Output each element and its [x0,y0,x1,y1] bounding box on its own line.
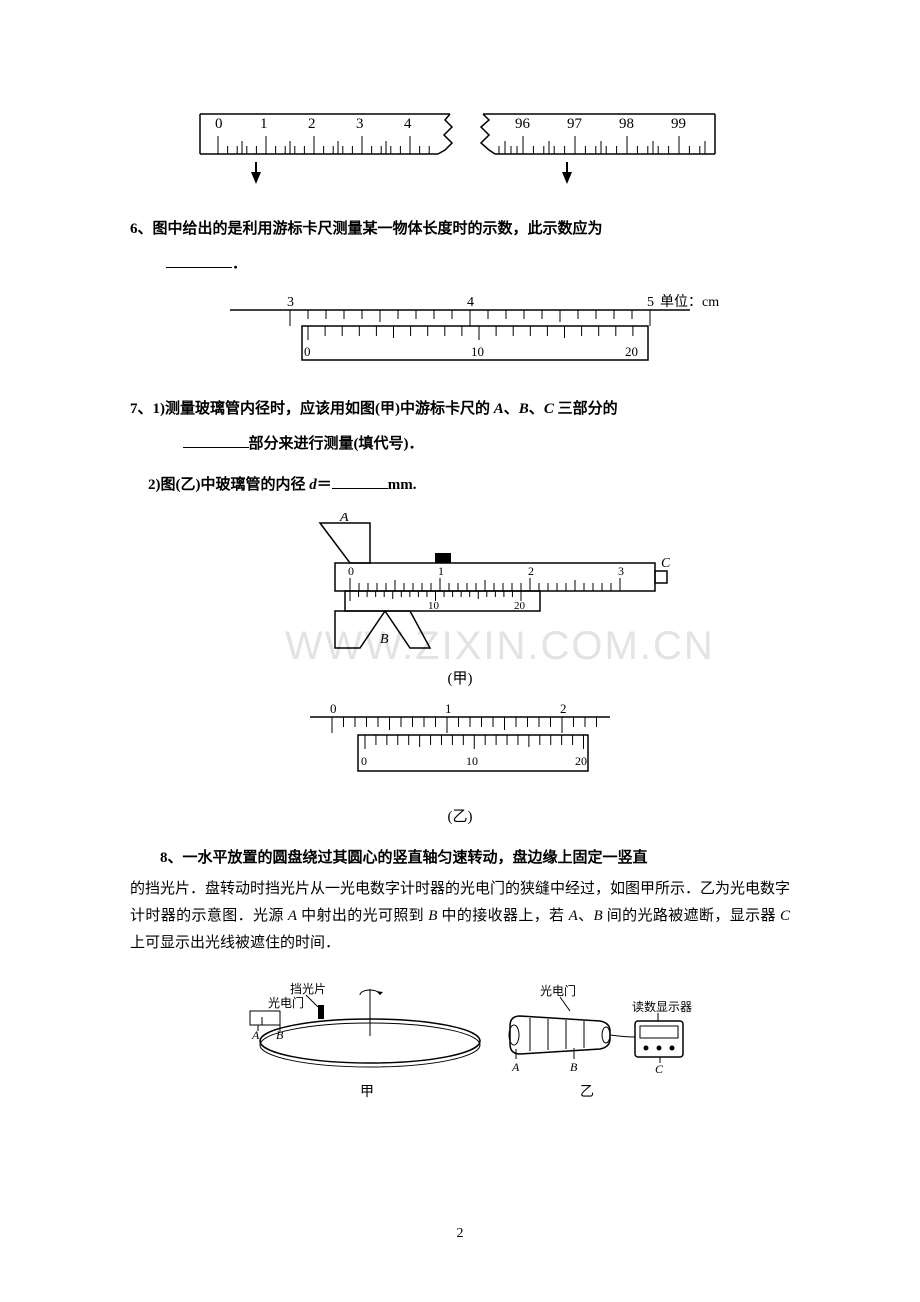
figure-ruler-double: 0 1 2 3 4 [130,102,790,202]
caption-yi: (乙) [130,804,790,831]
q8-p1: 8、一水平放置的圆盘绕过其圆心的竖直轴匀速转动，盘边缘上固定一竖直 [130,845,790,872]
svg-text:乙: 乙 [580,1084,594,1100]
ruler-label-0: 0 [215,116,223,132]
page-number: 2 [130,1221,790,1246]
figure-caliper: A C 0 1 2 3 [130,513,790,831]
svg-text:C: C [661,556,670,571]
figure-photogate: 挡光片 光电门 A B 甲 光电门 [130,971,790,1131]
svg-text:A: A [339,513,349,525]
svg-text:挡光片: 挡光片 [290,982,326,996]
caption-jia: (甲) [130,666,790,693]
svg-text:4: 4 [404,116,412,132]
q8-p2: 的挡光片．盘转动时挡光片从一光电数字计时器的光电门的狭缝中经过，如图甲所示．乙为… [130,876,790,957]
svg-text:3: 3 [618,564,624,578]
svg-text:99: 99 [671,116,686,132]
vernier-simple-svg: 3 4 5 单位：cm [200,292,720,372]
svg-text:光电门: 光电门 [268,995,304,1010]
svg-text:5: 5 [647,295,654,310]
svg-text:0: 0 [348,564,354,578]
svg-text:20: 20 [575,754,587,768]
caliper-svg: A C 0 1 2 3 [250,513,670,658]
figure-vernier-simple: 3 4 5 单位：cm [130,292,790,382]
q6-line1: 6、图中给出的是利用游标卡尺测量某一物体长度时的示数，此示数应为 [130,221,603,237]
q6-blank [166,253,232,268]
unit-label: 单位：cm [660,294,719,310]
svg-text:光电门: 光电门 [540,983,576,998]
svg-text:0: 0 [361,754,367,768]
svg-text:96: 96 [515,116,531,132]
svg-text:10: 10 [471,344,484,359]
q7-line2: 2)图(乙)中玻璃管的内径 d＝mm. [148,472,790,499]
svg-text:97: 97 [567,116,583,132]
svg-text:0: 0 [304,344,311,359]
q7-blank1 [183,433,249,448]
svg-text:2: 2 [560,701,567,716]
photogate-svg: 挡光片 光电门 A B 甲 光电门 [210,971,710,1121]
svg-text:甲: 甲 [360,1085,374,1100]
svg-text:A: A [251,1028,260,1042]
svg-text:B: B [380,632,389,647]
svg-text:10: 10 [428,600,440,612]
ruler-double-svg: 0 1 2 3 4 [190,102,730,192]
svg-text:1: 1 [438,564,444,578]
svg-text:读数显示器: 读数显示器 [632,999,692,1014]
svg-text:1: 1 [260,116,268,132]
svg-text:A: A [511,1060,520,1074]
q6-text: 6、图中给出的是利用游标卡尺测量某一物体长度时的示数，此示数应为 [130,216,790,243]
svg-text:C: C [655,1062,664,1076]
svg-text:20: 20 [514,600,526,612]
svg-text:0: 0 [330,701,337,716]
q7-line1: 7、1)测量玻璃管内径时，应该用如图(甲)中游标卡尺的 A、B、C 三部分的 [130,396,790,423]
svg-text:4: 4 [467,295,474,310]
svg-text:B: B [570,1060,578,1074]
svg-text:20: 20 [625,344,638,359]
svg-text:10: 10 [466,754,478,768]
svg-text:3: 3 [287,295,294,310]
svg-text:1: 1 [445,701,452,716]
q7-blank2 [332,474,388,489]
vernier-box-svg: 0 1 2 [290,699,630,794]
svg-text:3: 3 [356,116,364,132]
svg-text:98: 98 [619,116,634,132]
svg-text:2: 2 [528,564,534,578]
svg-text:2: 2 [308,116,316,132]
